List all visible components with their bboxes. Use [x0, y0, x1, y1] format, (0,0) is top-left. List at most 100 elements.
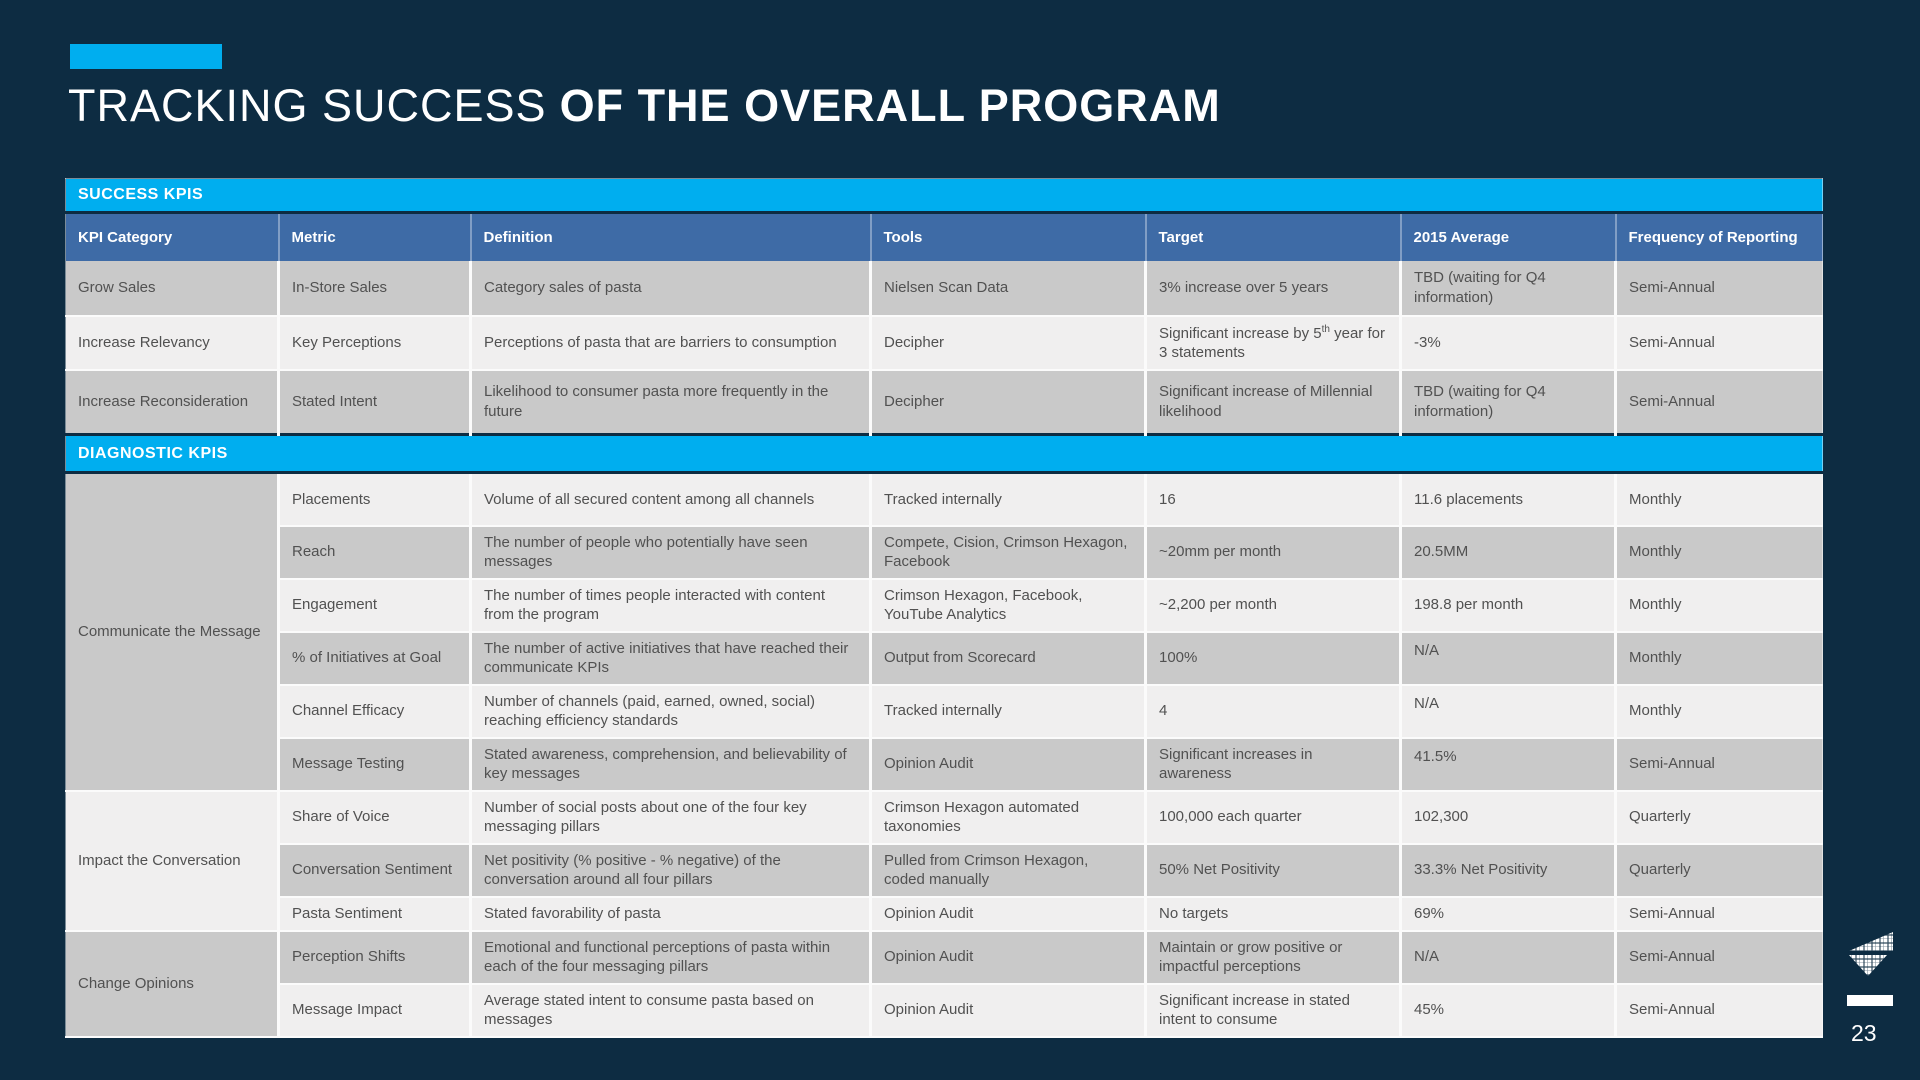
definition-cell: Emotional and functional perceptions of …	[470, 930, 872, 985]
section-banner-success: SUCCESS KPIS	[65, 178, 1823, 214]
definition-cell: Number of social posts about one of the …	[470, 790, 872, 845]
metric-cell: Reach	[278, 525, 472, 580]
table-row: Pasta Sentiment Stated favorability of p…	[66, 896, 1823, 932]
target-cell: Significant increase of Millennial likel…	[1145, 369, 1402, 436]
target-text: Significant increase by 5	[1159, 324, 1322, 342]
kpi-category-cell: Impact the Conversation	[65, 790, 280, 932]
definition-cell: The number of active initiatives that ha…	[470, 631, 872, 686]
target-cell: ~20mm per month	[1145, 525, 1402, 580]
frequency-cell: Monthly	[1615, 525, 1823, 580]
metric-cell: Share of Voice	[278, 790, 472, 845]
average-cell: N/A	[1400, 631, 1617, 686]
target-cell: 100,000 each quarter	[1145, 790, 1402, 845]
table-row: Reach The number of people who potential…	[66, 525, 1823, 580]
tools-cell: Decipher	[870, 369, 1147, 436]
metric-cell: Channel Efficacy	[278, 684, 472, 739]
kpi-category-cell: Communicate the Message	[65, 472, 280, 792]
frequency-cell: Monthly	[1615, 578, 1823, 633]
table-row: Communicate the Message Placements Volum…	[65, 472, 1823, 792]
average-cell: 33.3% Net Positivity	[1400, 843, 1617, 898]
metric-cell: % of Initiatives at Goal	[278, 631, 472, 686]
table-row: Increase Reconsideration Stated Intent L…	[65, 369, 1823, 436]
table-row: Grow Sales In-Store Sales Category sales…	[65, 260, 1823, 317]
definition-cell: Perceptions of pasta that are barriers t…	[470, 315, 872, 371]
metric-cell: Message Testing	[278, 737, 472, 792]
tools-cell: Crimson Hexagon automated taxonomies	[870, 790, 1147, 845]
column-header-kpi-category: KPI Category	[65, 212, 280, 261]
column-header-frequency: Frequency of Reporting	[1615, 212, 1823, 261]
target-cell: ~2,200 per month	[1145, 578, 1402, 633]
target-cell: No targets	[1145, 896, 1402, 932]
average-cell: TBD (waiting for Q4 information)	[1400, 369, 1617, 436]
definition-cell: The number of people who potentially hav…	[470, 525, 872, 580]
frequency-cell: Semi-Annual	[1615, 260, 1823, 317]
frequency-cell: Quarterly	[1615, 843, 1823, 898]
frequency-cell: Monthly	[1615, 631, 1823, 686]
table-row: Engagement The number of times people in…	[66, 578, 1823, 633]
frequency-cell: Semi-Annual	[1615, 315, 1823, 371]
target-cell: 50% Net Positivity	[1145, 843, 1402, 898]
target-cell: 16	[1145, 472, 1402, 527]
definition-cell: Stated awareness, comprehension, and bel…	[470, 737, 872, 792]
target-text: year for 3 statements	[1159, 324, 1385, 362]
tools-cell: Pulled from Crimson Hexagon, coded manua…	[870, 843, 1147, 898]
average-cell: 45%	[1400, 983, 1617, 1038]
plaid-arrow-logo-icon	[1849, 932, 1893, 976]
target-cell: 100%	[1145, 631, 1402, 686]
page-number: 23	[1851, 1020, 1877, 1046]
average-cell: 69%	[1400, 896, 1617, 932]
target-superscript: th	[1321, 323, 1330, 335]
kpi-category-cell: Increase Relevancy	[65, 315, 280, 371]
table-row: Change Opinions Perception Shifts Emotio…	[65, 930, 1823, 1038]
definition-cell: Net positivity (% positive - % negative)…	[470, 843, 872, 898]
kpi-category-cell: Change Opinions	[65, 930, 280, 1038]
tools-cell: Tracked internally	[870, 684, 1147, 739]
definition-cell: The number of times people interacted wi…	[470, 578, 872, 633]
frequency-cell: Monthly	[1615, 472, 1823, 527]
table-row: Message Testing Stated awareness, compre…	[66, 737, 1823, 792]
success-kpis-banner-label: SUCCESS KPIS	[65, 178, 1823, 214]
frequency-cell: Semi-Annual	[1615, 930, 1823, 985]
metric-cell: Perception Shifts	[278, 930, 472, 985]
metric-cell: Stated Intent	[278, 369, 472, 436]
page-title: TRACKING SUCCESS OF THE OVERALL PROGRAM	[68, 80, 1221, 132]
average-cell: 102,300	[1400, 790, 1617, 845]
average-cell: N/A	[1400, 930, 1617, 985]
kpi-category-cell: Increase Reconsideration	[65, 369, 280, 436]
diagnostic-kpis-banner-label: DIAGNOSTIC KPIS	[65, 433, 1823, 474]
tools-cell: Opinion Audit	[870, 930, 1147, 985]
table-row: Conversation Sentiment Net positivity (%…	[66, 843, 1823, 898]
metric-cell: Pasta Sentiment	[278, 896, 472, 932]
definition-cell: Stated favorability of pasta	[470, 896, 872, 932]
logo-underline-bar	[1847, 995, 1893, 1006]
frequency-cell: Quarterly	[1615, 790, 1823, 845]
target-cell: Significant increases in awareness	[1145, 737, 1402, 792]
average-cell: 41.5%	[1400, 737, 1617, 792]
column-header-tools: Tools	[870, 212, 1147, 261]
tools-cell: Compete, Cision, Crimson Hexagon, Facebo…	[870, 525, 1147, 580]
section-banner-diagnostic: DIAGNOSTIC KPIS	[65, 433, 1823, 474]
kpi-category-cell: Grow Sales	[65, 260, 280, 317]
table-header-row: KPI Category Metric Definition Tools Tar…	[65, 212, 1823, 261]
table-row: Channel Efficacy Number of channels (pai…	[66, 684, 1823, 739]
tools-cell: Tracked internally	[870, 472, 1147, 527]
table-row: % of Initiatives at Goal The number of a…	[66, 631, 1823, 686]
definition-cell: Volume of all secured content among all …	[470, 472, 872, 527]
tools-cell: Nielsen Scan Data	[870, 260, 1147, 317]
tools-cell: Crimson Hexagon, Facebook, YouTube Analy…	[870, 578, 1147, 633]
table-row: Message Impact Average stated intent to …	[66, 983, 1823, 1038]
metric-cell: Message Impact	[278, 983, 472, 1038]
column-header-target: Target	[1145, 212, 1402, 261]
page-title-bold: OF THE OVERALL PROGRAM	[559, 80, 1221, 131]
target-cell: 4	[1145, 684, 1402, 739]
definition-cell: Number of channels (paid, earned, owned,…	[470, 684, 872, 739]
average-cell: TBD (waiting for Q4 information)	[1400, 260, 1617, 317]
average-cell: N/A	[1400, 684, 1617, 739]
frequency-cell: Semi-Annual	[1615, 983, 1823, 1038]
frequency-cell: Semi-Annual	[1615, 737, 1823, 792]
definition-cell: Category sales of pasta	[470, 260, 872, 317]
column-header-metric: Metric	[278, 212, 472, 261]
metric-cell: Placements	[278, 472, 472, 527]
metric-cell: In-Store Sales	[278, 260, 472, 317]
table-row: Increase Relevancy Key Perceptions Perce…	[65, 315, 1823, 371]
